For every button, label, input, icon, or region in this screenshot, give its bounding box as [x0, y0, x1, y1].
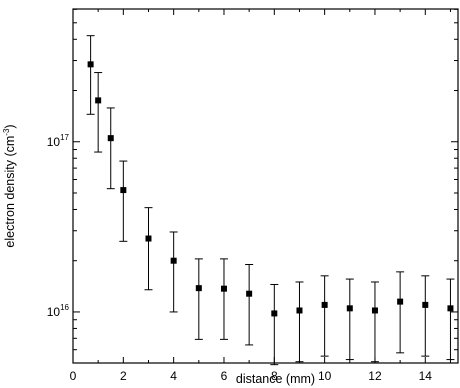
x-axis: 0 2 4 6 8 10 12 14 [70, 9, 451, 383]
plot-frame [72, 8, 459, 364]
x-tick-label: 14 [419, 369, 433, 383]
x-tick-label: 8 [271, 369, 278, 383]
y-tick-base: 10 [47, 305, 61, 319]
x-tick-label: 10 [318, 369, 332, 383]
data-point [397, 298, 404, 305]
data-point [346, 305, 353, 312]
data-point [271, 310, 278, 317]
data-point [87, 61, 94, 68]
x-tick-label: 4 [170, 369, 177, 383]
data-point [95, 97, 102, 104]
x-tick-label: 12 [368, 369, 382, 383]
x-axis-title: distance (mm) [236, 372, 315, 386]
x-tick-label: 0 [70, 369, 77, 383]
y-axis-title-main: electron density (cm [3, 136, 17, 248]
y-axis-title-close: ) [3, 124, 17, 128]
data-point [220, 285, 227, 292]
y-tick-exponent: 17 [60, 133, 69, 142]
y-tick-base: 10 [47, 135, 61, 149]
x-tick-label: 6 [221, 369, 228, 383]
data-point [195, 285, 202, 292]
data-point [296, 307, 303, 314]
x-tick-label: 2 [120, 369, 127, 383]
y-tick-label: 1016 [47, 303, 70, 319]
data-point [170, 257, 177, 264]
data-point [321, 301, 328, 308]
data-point [145, 235, 152, 242]
data-point [107, 135, 114, 142]
data-point [371, 307, 378, 314]
data-point [120, 187, 127, 194]
data-series [86, 35, 455, 366]
data-point [447, 305, 454, 312]
y-tick-exponent: 16 [60, 303, 69, 312]
y-axis-title: electron density (cm-3) [2, 124, 17, 247]
data-point [422, 301, 429, 308]
y-axis-title-exponent: -3 [2, 128, 11, 136]
y-tick-label: 1017 [47, 133, 70, 149]
data-point [246, 290, 253, 297]
